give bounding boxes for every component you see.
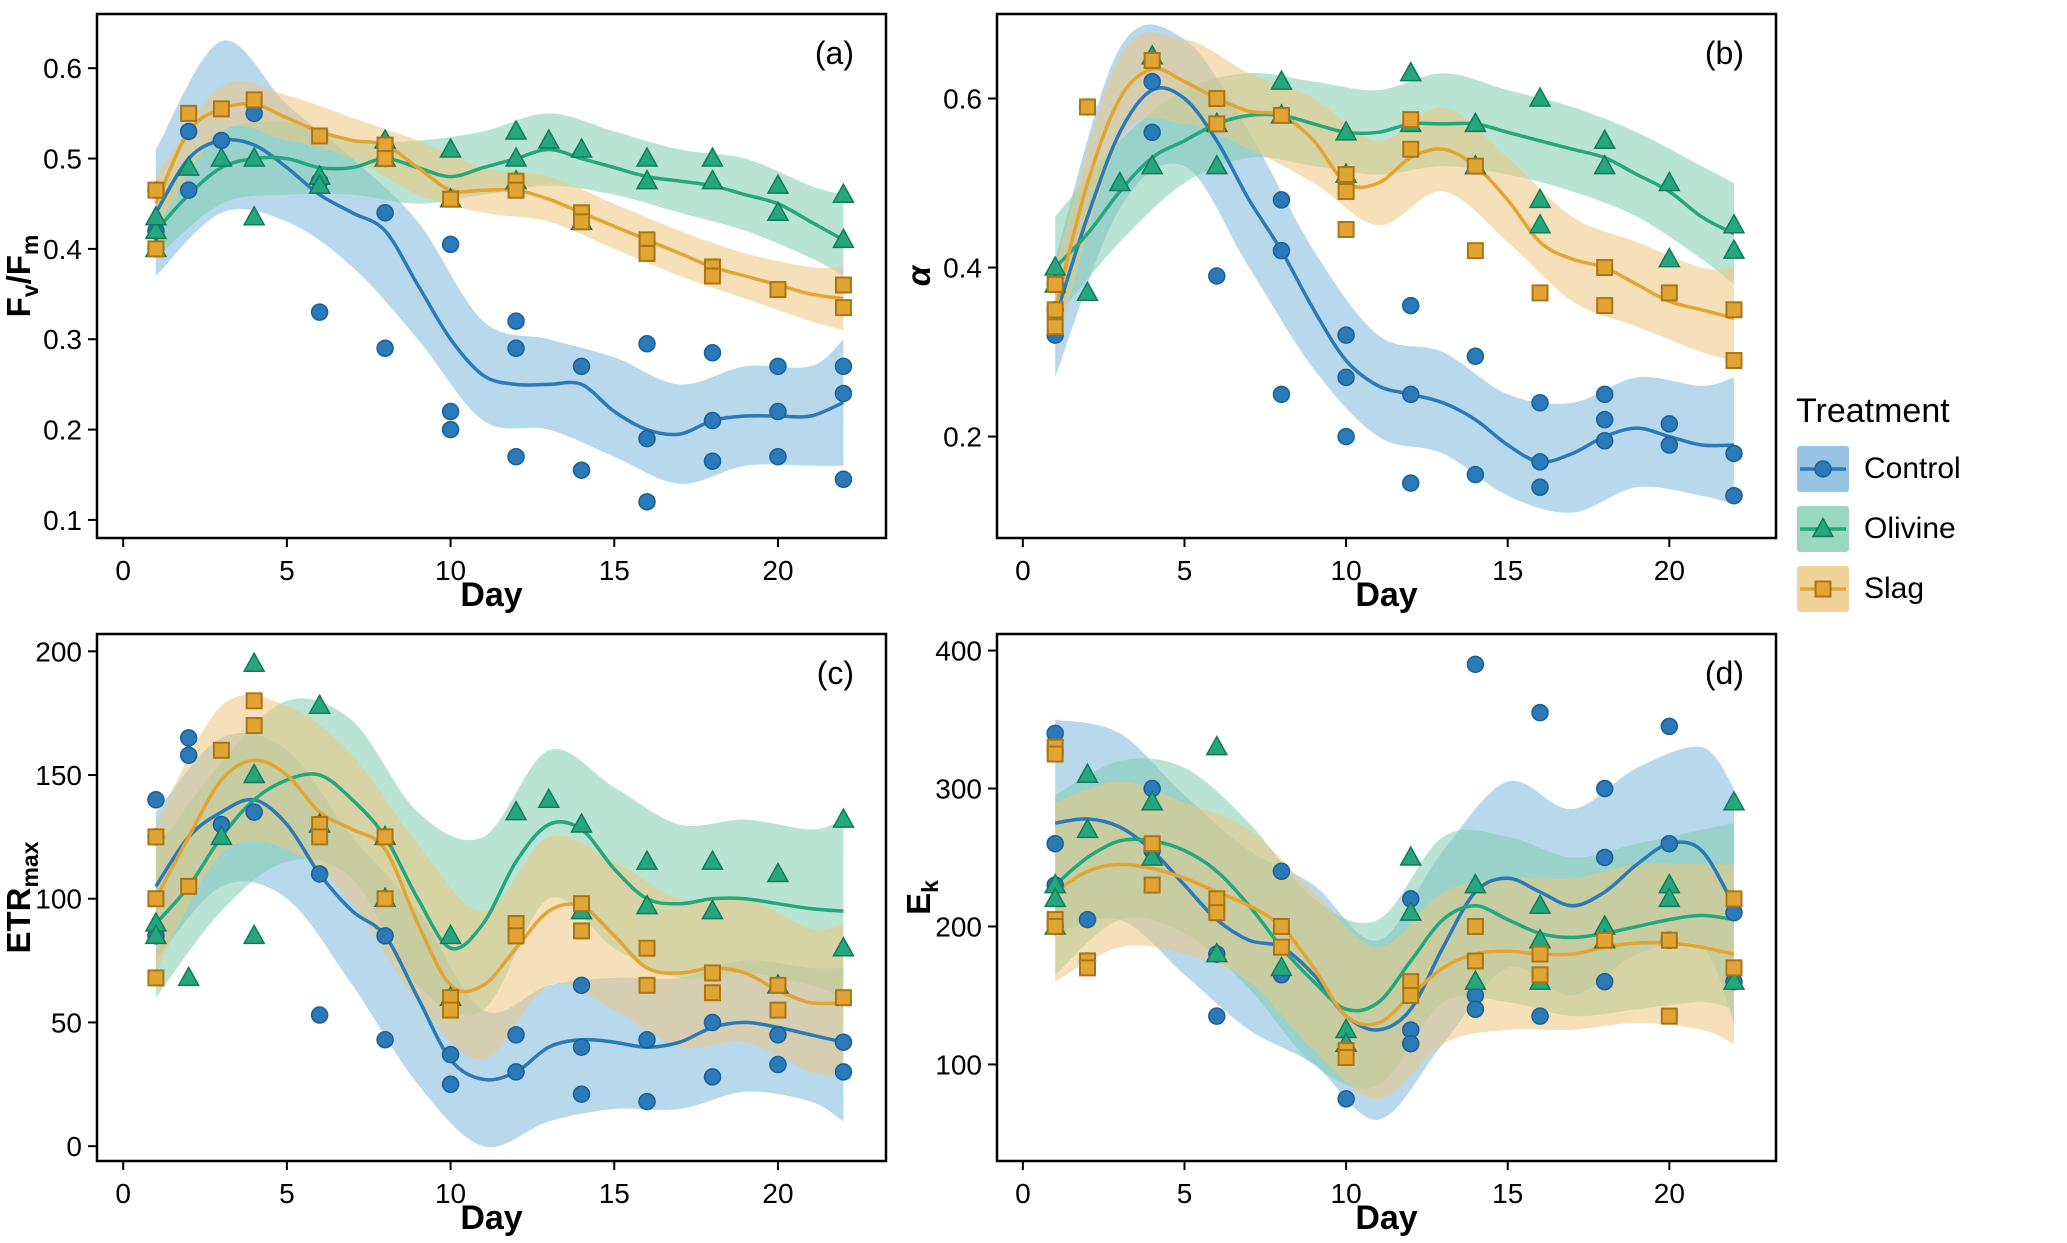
svg-text:100: 100 [935,1049,982,1080]
legend-key-slag-icon [1797,566,1849,612]
panel-a-cell: 0 5 10 15 20 0.1 0.2 0.3 0.4 0.5 0.6 Day Fv/Fm (a) [0,0,900,620]
svg-text:Day: Day [460,576,522,614]
svg-text:10: 10 [1331,1178,1362,1209]
svg-text:5: 5 [1177,555,1193,586]
panel-d-chart: 0 5 10 15 20 100 200 300 400 Day Ek (d) [900,632,1778,1237]
legend-key-control-icon [1797,446,1849,492]
panel-b-cell: 0 5 10 15 20 0.2 0.4 0.6 Day α (b) [900,0,1790,620]
svg-text:0.6: 0.6 [943,84,982,115]
svg-text:5: 5 [1177,1178,1193,1209]
svg-text:5: 5 [279,555,295,586]
legend-label-control: Control [1864,452,1961,485]
svg-text:0.5: 0.5 [43,144,82,175]
svg-text:0.6: 0.6 [43,53,82,84]
legend-label-olivine: Olivine [1864,512,1956,545]
svg-text:0.2: 0.2 [943,422,982,453]
panel-d-cell: 0 5 10 15 20 100 200 300 400 Day Ek (d) [900,620,1790,1243]
panel-a-chart: 0 5 10 15 20 0.1 0.2 0.3 0.4 0.5 0.6 Day Fv/Fm (a) [0,12,888,614]
svg-text:0: 0 [115,555,131,586]
svg-text:20: 20 [762,555,793,586]
svg-text:(c): (c) [817,655,854,691]
svg-text:20: 20 [762,1178,793,1209]
svg-text:150: 150 [35,760,82,791]
legend-item-slag: Slag [1796,565,2067,613]
svg-text:Ek: Ek [900,880,943,915]
svg-text:400: 400 [935,636,982,667]
panel-b-chart: 0 5 10 15 20 0.2 0.4 0.6 Day α (b) [900,12,1778,614]
svg-text:20: 20 [1654,1178,1685,1209]
svg-text:15: 15 [1492,1178,1523,1209]
svg-text:10: 10 [435,555,466,586]
svg-text:10: 10 [435,1178,466,1209]
svg-text:15: 15 [599,1178,630,1209]
svg-text:50: 50 [51,1007,82,1038]
svg-text:0.3: 0.3 [43,324,82,355]
svg-text:0.2: 0.2 [43,415,82,446]
svg-text:300: 300 [935,774,982,805]
svg-text:0: 0 [1015,555,1031,586]
svg-text:Day: Day [1355,1199,1417,1237]
svg-text:0: 0 [66,1131,82,1162]
legend-item-olivine: Olivine [1796,505,2067,553]
svg-text:0.4: 0.4 [943,253,982,284]
legend-title: Treatment [1796,392,1950,430]
svg-text:5: 5 [279,1178,295,1209]
legend-item-control: Control [1796,445,2067,493]
svg-text:15: 15 [599,555,630,586]
svg-text:α: α [900,264,937,286]
svg-text:0.4: 0.4 [43,234,82,265]
svg-text:(d): (d) [1705,655,1744,691]
svg-text:100: 100 [35,884,82,915]
svg-text:200: 200 [935,911,982,942]
svg-text:0: 0 [115,1178,131,1209]
legend: Treatment Control Olivine Slag [1790,392,2067,613]
svg-text:Day: Day [1355,576,1417,614]
svg-text:10: 10 [1331,555,1362,586]
svg-text:0.1: 0.1 [43,505,82,536]
svg-text:20: 20 [1654,555,1685,586]
svg-text:(b): (b) [1705,35,1744,71]
legend-cell: Treatment Control Olivine Slag [1790,0,2067,1243]
svg-text:200: 200 [35,636,82,667]
panel-c-cell: 0 5 10 15 20 0 50 100 150 200 Day ETRmax (c) [0,620,900,1243]
svg-text:0: 0 [1015,1178,1031,1209]
svg-text:(a): (a) [815,35,854,71]
legend-label-slag: Slag [1864,572,1925,605]
svg-text:ETRmax: ETRmax [0,841,43,953]
svg-text:15: 15 [1492,555,1523,586]
svg-text:Fv/Fm: Fv/Fm [0,235,43,318]
legend-key-olivine-icon [1797,506,1849,552]
svg-text:Day: Day [460,1199,522,1237]
